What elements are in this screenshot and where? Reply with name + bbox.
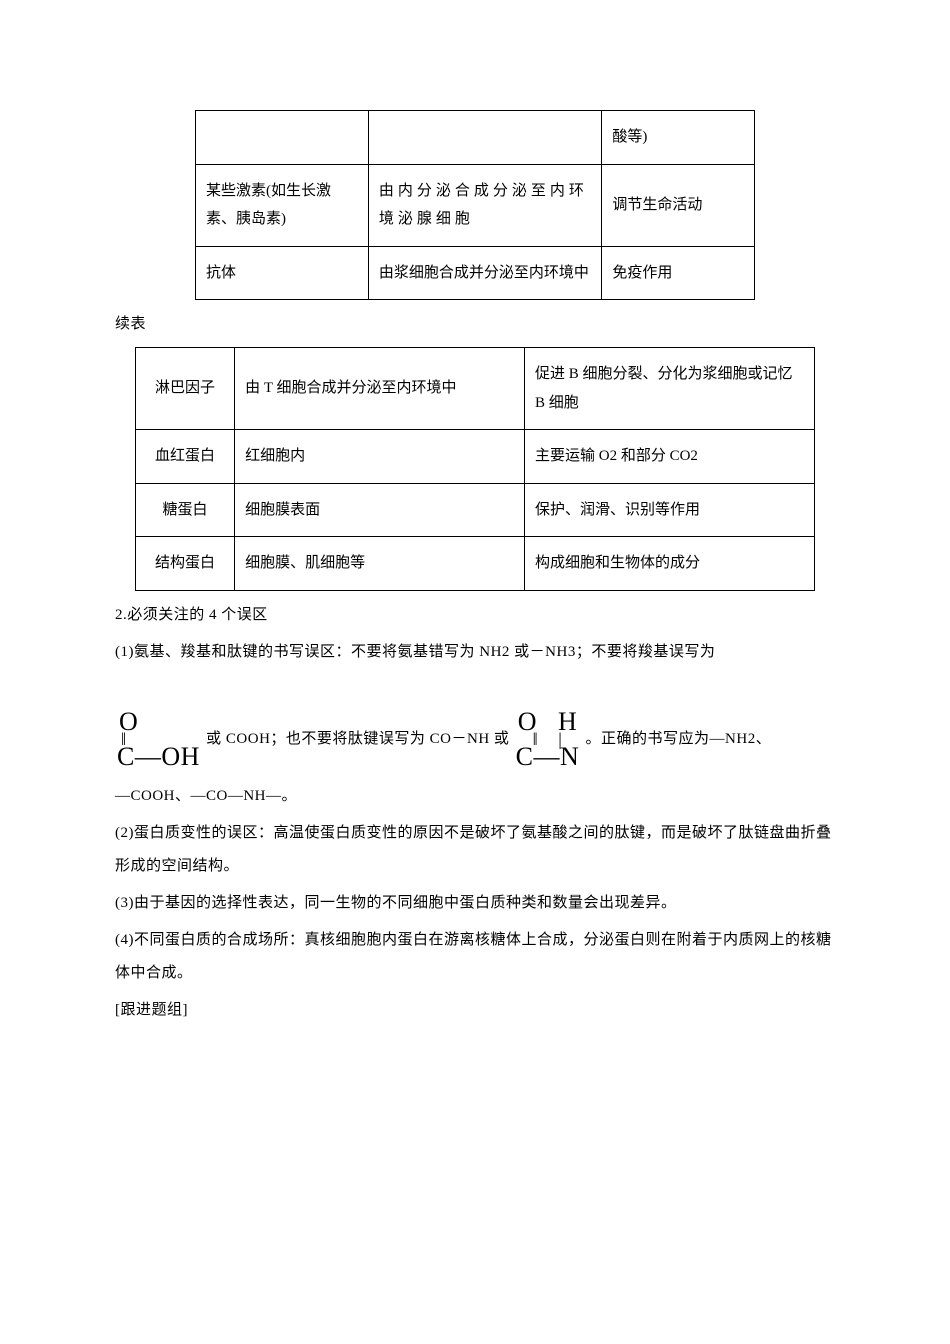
cell: 糖蛋白 (136, 483, 235, 537)
table-row: 结构蛋白 细胞膜、肌细胞等 构成细胞和生物体的成分 (136, 537, 815, 591)
cell: 由浆细胞合成并分泌至内环境中 (368, 246, 602, 300)
table-row: 某些激素(如生长激素、胰岛素) 由内分泌合成分泌至内环境泌腺细胞 调节生命活动 (196, 164, 755, 246)
paragraph-1: (1)氨基、羧基和肽键的书写误区：不要将氨基错写为 NH2 或－NH3；不要将羧… (115, 636, 835, 669)
table-row: 抗体 由浆细胞合成并分泌至内环境中 免疫作用 (196, 246, 755, 300)
table-row: 酸等) (196, 111, 755, 165)
formula-text: 。正确的书写应为—NH2、 (586, 730, 772, 746)
chem-bot: C—N (516, 744, 580, 770)
chem-top: O (117, 709, 200, 735)
cell: 细胞膜表面 (235, 483, 525, 537)
cell (196, 111, 369, 165)
cell: 由内分泌合成分泌至内环境泌腺细胞 (368, 164, 602, 246)
cell: 淋巴因子 (136, 348, 235, 430)
paragraph-2: (2)蛋白质变性的误区：高温使蛋白质变性的原因不是破坏了氨基酸之间的肽键，而是破… (115, 817, 835, 883)
cell: 保护、润滑、识别等作用 (525, 483, 815, 537)
formula-text: 或 COOH；也不要将肽键误写为 CO－NH 或 (206, 730, 514, 746)
cell: 构成细胞和生物体的成分 (525, 537, 815, 591)
chem-bot: C—OH (117, 744, 200, 770)
chem-fragment-1: O ‖ C—OH (117, 709, 200, 770)
document-page: 酸等) 某些激素(如生长激素、胰岛素) 由内分泌合成分泌至内环境泌腺细胞 调节生… (0, 0, 950, 1091)
cell: 红细胞内 (235, 430, 525, 484)
cell: 由 T 细胞合成并分泌至内环境中 (235, 348, 525, 430)
cell: 某些激素(如生长激素、胰岛素) (196, 164, 369, 246)
cell: 主要运输 O2 和部分 CO2 (525, 430, 815, 484)
paragraph-5: [跟进题组] (115, 994, 835, 1027)
chem-fragment-2: O H ‖ | C—N (516, 709, 580, 770)
cell: 调节生命活动 (602, 164, 755, 246)
cell: 细胞膜、肌细胞等 (235, 537, 525, 591)
paragraph-4: (4)不同蛋白质的合成场所：真核细胞胞内蛋白在游离核糖体上合成，分泌蛋白则在附着… (115, 924, 835, 990)
section-heading: 2.必须关注的 4 个误区 (115, 599, 835, 632)
cell: 促进 B 细胞分裂、分化为浆细胞或记忆 B 细胞 (525, 348, 815, 430)
table-row: 糖蛋白 细胞膜表面 保护、润滑、识别等作用 (136, 483, 815, 537)
continued-label: 续表 (115, 308, 835, 341)
cell: 酸等) (602, 111, 755, 165)
cell: 免疫作用 (602, 246, 755, 300)
paragraph-1-end: —COOH、—CO—NH—。 (115, 780, 835, 813)
cell (368, 111, 602, 165)
cell: 结构蛋白 (136, 537, 235, 591)
table-1: 酸等) 某些激素(如生长激素、胰岛素) 由内分泌合成分泌至内环境泌腺细胞 调节生… (195, 110, 755, 300)
cell: 抗体 (196, 246, 369, 300)
table-2: 淋巴因子 由 T 细胞合成并分泌至内环境中 促进 B 细胞分裂、分化为浆细胞或记… (135, 347, 815, 591)
chemical-formula-line: O ‖ C—OH 或 COOH；也不要将肽键误写为 CO－NH 或 O H ‖ … (115, 709, 835, 770)
table-row: 淋巴因子 由 T 细胞合成并分泌至内环境中 促进 B 细胞分裂、分化为浆细胞或记… (136, 348, 815, 430)
table-row: 血红蛋白 红细胞内 主要运输 O2 和部分 CO2 (136, 430, 815, 484)
cell: 血红蛋白 (136, 430, 235, 484)
paragraph-3: (3)由于基因的选择性表达，同一生物的不同细胞中蛋白质种类和数量会出现差异。 (115, 887, 835, 920)
